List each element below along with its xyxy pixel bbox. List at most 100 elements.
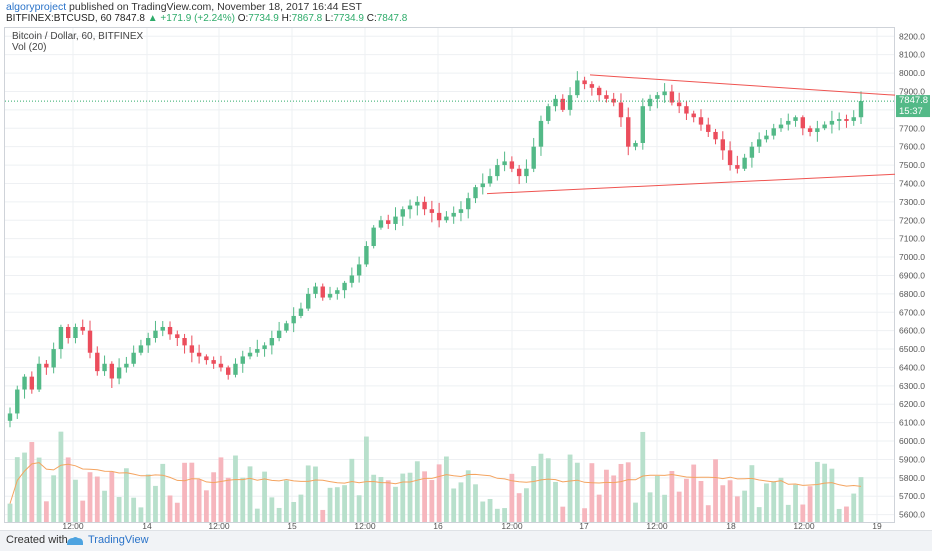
candle-body — [546, 106, 551, 121]
volume-bar — [407, 472, 413, 522]
y-tick-label: 7200.0 — [899, 215, 925, 225]
candle-body — [829, 120, 835, 125]
volume-bar — [654, 475, 660, 522]
candle-body — [844, 119, 849, 121]
candle-body — [240, 356, 245, 364]
candle-body — [604, 95, 609, 99]
candle-body — [560, 98, 565, 110]
volume-bar — [618, 463, 624, 522]
volume-bar — [393, 486, 398, 522]
candle-body — [102, 363, 107, 372]
volume-bar — [276, 507, 282, 522]
candle-body — [175, 334, 180, 339]
candle-body — [342, 282, 347, 291]
volume-bar — [385, 480, 391, 522]
volume-bar — [123, 468, 129, 522]
candle-body — [22, 376, 27, 390]
candle-body — [807, 128, 813, 132]
candle-body — [36, 363, 42, 390]
volume-bar — [36, 457, 42, 522]
candle-body — [524, 168, 529, 177]
symbol: BITFINEX:BTCUSD, 60 — [6, 13, 112, 24]
candle-body — [749, 146, 755, 158]
candle-body — [851, 117, 856, 121]
x-tick-label: 17 — [579, 521, 589, 530]
volume-bar — [65, 457, 71, 522]
volume-bar — [611, 475, 617, 522]
candle-body — [153, 330, 158, 339]
trend-line — [589, 74, 896, 96]
volume-bar — [771, 481, 777, 522]
volume-bar — [698, 481, 704, 522]
candle-body — [415, 201, 420, 206]
trend-line — [486, 173, 896, 195]
volume-bar — [844, 506, 849, 522]
y-tick-label: 5700.0 — [899, 491, 925, 501]
volume-bar — [109, 471, 115, 522]
candle-body — [720, 139, 726, 151]
volume-bar — [473, 484, 478, 522]
volume-bar — [240, 477, 246, 522]
y-tick-label: 6400.0 — [899, 362, 925, 372]
y-tick-label: 6600.0 — [899, 326, 925, 336]
candle-body — [531, 146, 536, 169]
volume-bar — [80, 500, 86, 522]
volume-bar — [305, 465, 311, 522]
volume-bar — [574, 462, 580, 522]
volume-bar — [174, 502, 180, 522]
author-link[interactable]: algoryproject — [6, 1, 67, 13]
volume-bar — [567, 454, 573, 522]
candle-body — [226, 367, 231, 375]
candle-body — [51, 349, 56, 368]
price-chart[interactable]: 8200.08100.08000.07900.07800.07700.07600… — [0, 0, 932, 530]
candle-body — [589, 84, 595, 88]
volume-bar — [465, 470, 471, 522]
candle-body — [196, 352, 202, 357]
candle-body — [553, 98, 558, 107]
volume-bar — [451, 488, 457, 522]
y-tick-label: 7400.0 — [899, 178, 925, 188]
volume-bar — [131, 497, 137, 522]
created-with-label: Created with — [6, 534, 68, 546]
chart-frame[interactable] — [4, 27, 895, 523]
open-label: O: — [237, 13, 249, 24]
volume-bar — [364, 436, 369, 522]
y-tick-label: 6300.0 — [899, 381, 925, 391]
candle-body — [335, 290, 340, 294]
volume-bar — [669, 471, 675, 522]
candle-body — [480, 183, 485, 188]
candle-body — [815, 128, 820, 132]
volume-bar — [349, 458, 355, 522]
candle-body — [182, 338, 187, 346]
volume-bar — [51, 475, 57, 522]
y-tick-label: 5800.0 — [899, 473, 925, 483]
candle-body — [145, 338, 151, 346]
volume-bar — [14, 457, 20, 522]
open-value: 7734.9 — [248, 13, 279, 24]
candle-body — [684, 106, 689, 114]
publish-text: published on TradingView.com, November 1… — [66, 1, 362, 13]
volume-bar — [203, 490, 209, 522]
candle-body — [291, 315, 296, 324]
tradingview-brand[interactable]: TradingView — [88, 534, 149, 546]
candle-body — [633, 142, 638, 147]
candle-body — [742, 157, 747, 169]
x-tick-label: 18 — [726, 521, 736, 530]
volume-bar — [538, 453, 544, 522]
volume-bar — [153, 485, 158, 522]
volume-bar — [756, 507, 762, 522]
volume-bar — [800, 504, 806, 522]
volume-bar — [705, 505, 711, 522]
volume-bar — [713, 459, 718, 522]
volume-bar — [807, 486, 813, 522]
y-tick-label: 6700.0 — [899, 307, 925, 317]
x-tick-label: 15 — [287, 521, 297, 530]
candle-body — [44, 363, 49, 368]
candle-body — [429, 209, 435, 213]
volume-bar — [218, 457, 224, 522]
volume-bar — [764, 483, 769, 522]
x-tick-label: 12:00 — [62, 521, 84, 530]
last-price: 7847.8 — [114, 13, 145, 24]
volume-bar — [87, 472, 93, 522]
volume-bar — [676, 491, 682, 522]
